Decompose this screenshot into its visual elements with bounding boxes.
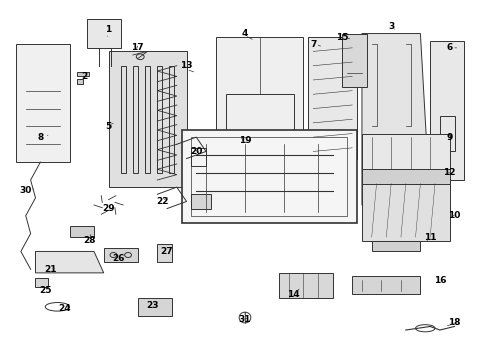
Bar xyxy=(440,116,455,152)
Text: 12: 12 xyxy=(443,168,456,177)
Text: 1: 1 xyxy=(105,26,112,35)
Polygon shape xyxy=(216,37,303,152)
Polygon shape xyxy=(362,180,450,241)
Bar xyxy=(133,66,138,173)
Bar xyxy=(352,276,420,294)
Bar xyxy=(145,66,150,173)
Text: 17: 17 xyxy=(131,43,144,52)
Polygon shape xyxy=(35,251,104,273)
Text: 23: 23 xyxy=(146,301,159,310)
Bar xyxy=(362,169,450,184)
Text: 14: 14 xyxy=(288,290,300,299)
Polygon shape xyxy=(308,37,357,158)
Bar xyxy=(77,72,89,76)
Text: 24: 24 xyxy=(58,304,71,313)
Text: 10: 10 xyxy=(448,211,461,220)
Polygon shape xyxy=(16,44,70,162)
Text: 3: 3 xyxy=(388,22,394,31)
Text: 9: 9 xyxy=(446,132,453,141)
Bar xyxy=(138,298,172,316)
Bar xyxy=(192,148,206,166)
Bar xyxy=(157,66,162,173)
Text: 18: 18 xyxy=(448,318,461,327)
Bar xyxy=(109,51,187,187)
Bar xyxy=(35,278,48,287)
Text: 4: 4 xyxy=(242,29,248,38)
Bar xyxy=(192,194,211,208)
Text: 22: 22 xyxy=(156,197,169,206)
Text: 21: 21 xyxy=(44,265,56,274)
Bar xyxy=(170,66,174,173)
Bar xyxy=(343,33,367,87)
Text: 8: 8 xyxy=(37,132,44,141)
Bar xyxy=(87,19,121,48)
Text: 31: 31 xyxy=(239,315,251,324)
Text: 2: 2 xyxy=(81,72,87,81)
Text: 28: 28 xyxy=(83,236,96,245)
Text: 25: 25 xyxy=(39,286,51,295)
Text: 30: 30 xyxy=(20,186,32,195)
Bar xyxy=(157,244,172,262)
Text: 15: 15 xyxy=(336,33,349,42)
Text: 5: 5 xyxy=(105,122,112,131)
Text: 6: 6 xyxy=(446,43,453,52)
Bar xyxy=(182,130,357,223)
Text: 27: 27 xyxy=(161,247,173,256)
Bar xyxy=(121,66,125,173)
Polygon shape xyxy=(430,41,464,180)
Text: 13: 13 xyxy=(180,61,193,70)
Polygon shape xyxy=(362,33,430,205)
Text: 29: 29 xyxy=(102,204,115,213)
Text: 20: 20 xyxy=(190,147,202,156)
Bar xyxy=(225,94,294,137)
Text: 19: 19 xyxy=(239,136,251,145)
Bar xyxy=(372,241,420,251)
Text: 16: 16 xyxy=(434,275,446,284)
Polygon shape xyxy=(362,134,450,173)
Text: 26: 26 xyxy=(112,254,124,263)
Polygon shape xyxy=(279,273,333,298)
Bar xyxy=(70,226,94,237)
Bar xyxy=(104,248,138,262)
Text: 11: 11 xyxy=(424,233,437,242)
Text: 7: 7 xyxy=(310,40,317,49)
Bar xyxy=(77,79,83,84)
Bar xyxy=(192,137,347,216)
